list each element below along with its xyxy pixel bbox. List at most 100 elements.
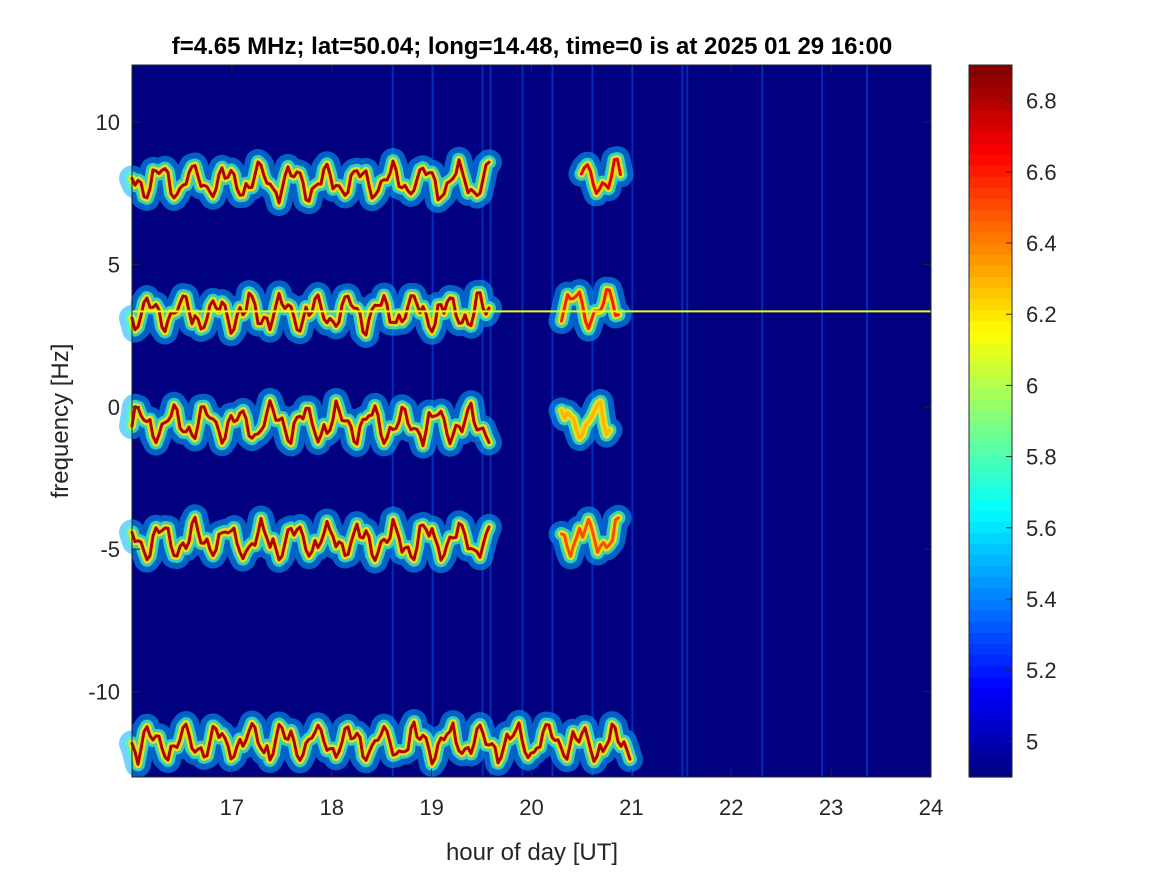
- noise-streak: [821, 65, 824, 777]
- colorbar-strip: [969, 710, 1012, 722]
- colorbar-strip: [969, 376, 1012, 389]
- colorbar-strip: [969, 154, 1012, 166]
- colorbar-strip: [969, 387, 1012, 400]
- colorbar-strip: [969, 409, 1012, 422]
- colorbar-strip: [969, 599, 1012, 611]
- doppler-trace: [130, 158, 491, 205]
- colorbar-strip: [969, 265, 1012, 277]
- colorbar-strip: [969, 721, 1012, 734]
- y-axis-ticks: 10 5 0 -5 -10: [88, 110, 931, 705]
- colorbar-strip: [969, 732, 1012, 745]
- doppler-trace: [130, 720, 632, 766]
- doppler-trace: [560, 288, 620, 331]
- doppler-traces: [119, 146, 643, 778]
- colorbar-strip: [969, 487, 1012, 500]
- noise-streak: [761, 65, 764, 777]
- doppler-trace: [130, 399, 491, 448]
- y-tick-label: 0: [108, 395, 120, 420]
- colorbar-tick-label: 5.4: [1026, 587, 1057, 612]
- colorbar-strip: [969, 309, 1012, 322]
- plot-area: [119, 64, 932, 778]
- colorbar-strip: [969, 510, 1012, 522]
- colorbar-strip: [969, 109, 1012, 122]
- colorbar-strip: [969, 654, 1012, 667]
- colorbar-strip: [969, 209, 1012, 222]
- colorbar-strip: [969, 632, 1012, 645]
- y-tick-label: 10: [96, 110, 120, 135]
- colorbar-strip: [969, 332, 1012, 344]
- colorbar-strip: [969, 398, 1012, 411]
- colorbar-strip: [969, 521, 1012, 533]
- colorbar-ticks: 6.8 6.6 6.4 6.2 6 5.8 5.6 5.4 5.2 5: [1006, 89, 1057, 754]
- colorbar-strip: [969, 565, 1012, 578]
- noise-streak: [681, 65, 684, 777]
- colorbar-strip: [969, 432, 1012, 444]
- colorbar-strip: [969, 699, 1012, 711]
- noise-streak: [866, 65, 869, 777]
- chart-title: f=4.65 MHz; lat=50.04; long=14.48, time=…: [172, 33, 892, 60]
- colorbar: 6.8 6.6 6.4 6.2 6 5.8 5.6 5.4 5.2 5: [968, 64, 1057, 778]
- y-axis-label: frequency [Hz]: [47, 344, 74, 499]
- colorbar-strip: [969, 554, 1012, 567]
- colorbar-strip: [969, 643, 1012, 656]
- colorbar-strip: [969, 343, 1012, 355]
- colorbar-strip: [969, 676, 1012, 689]
- colorbar-strip: [969, 142, 1012, 155]
- colorbar-tick-label: 6.4: [1026, 231, 1057, 256]
- doppler-trace: [579, 157, 622, 195]
- colorbar-strip: [969, 587, 1012, 600]
- colorbar-strip: [969, 165, 1012, 177]
- colorbar-strip: [969, 765, 1012, 778]
- colorbar-strip: [969, 498, 1012, 511]
- colorbar-strip: [969, 665, 1012, 678]
- y-tick-label: -10: [88, 680, 120, 705]
- colorbar-strip: [969, 743, 1012, 756]
- colorbar-strip: [969, 454, 1012, 467]
- colorbar-strip: [969, 120, 1012, 133]
- x-tick-label: 20: [519, 795, 543, 820]
- colorbar-tick-label: 6.6: [1026, 160, 1057, 185]
- colorbar-strip: [969, 476, 1012, 489]
- colorbar-strip: [969, 254, 1012, 266]
- x-axis-ticks: 17 18 19 20 21 22 23 24: [220, 65, 943, 820]
- colorbar-strip: [969, 610, 1012, 622]
- colorbar-strip: [969, 287, 1012, 300]
- colorbar-strip: [969, 220, 1012, 233]
- colorbar-strip: [969, 76, 1012, 88]
- colorbar-strip: [969, 231, 1012, 244]
- doppler-trace: [130, 291, 491, 337]
- noise-streak: [521, 65, 524, 777]
- colorbar-strip: [969, 320, 1012, 333]
- x-tick-label: 22: [719, 795, 743, 820]
- colorbar-strip: [969, 543, 1012, 556]
- x-tick-label: 21: [619, 795, 643, 820]
- colorbar-strip: [969, 421, 1012, 433]
- colorbar-strip: [969, 243, 1012, 255]
- colorbar-strip: [969, 688, 1012, 700]
- colorbar-strip: [969, 354, 1012, 366]
- noise-streak: [686, 65, 689, 777]
- colorbar-strip: [969, 276, 1012, 289]
- colorbar-strip: [969, 443, 1012, 455]
- colorbar-strip: [969, 176, 1012, 188]
- colorbar-strip: [969, 187, 1012, 200]
- colorbar-tick-label: 6.2: [1026, 302, 1057, 327]
- colorbar-strip: [969, 298, 1012, 311]
- colorbar-strip: [969, 65, 1012, 77]
- x-tick-label: 19: [419, 795, 443, 820]
- colorbar-tick-label: 6.8: [1026, 89, 1057, 114]
- colorbar-strip: [969, 98, 1012, 111]
- doppler-trace: [560, 516, 620, 558]
- colorbar-strip: [969, 754, 1012, 767]
- colorbar-strip: [969, 576, 1012, 589]
- doppler-trace: [130, 515, 491, 563]
- colorbar-strip: [969, 621, 1012, 633]
- x-axis-label: hour of day [UT]: [446, 839, 618, 866]
- colorbar-strip: [969, 532, 1012, 544]
- y-tick-label: -5: [100, 537, 120, 562]
- x-tick-label: 18: [320, 795, 344, 820]
- colorbar-strip: [969, 87, 1012, 99]
- colorbar-frame: [968, 64, 1013, 778]
- x-tick-label: 24: [919, 795, 943, 820]
- colorbar-tick-label: 6: [1026, 373, 1038, 398]
